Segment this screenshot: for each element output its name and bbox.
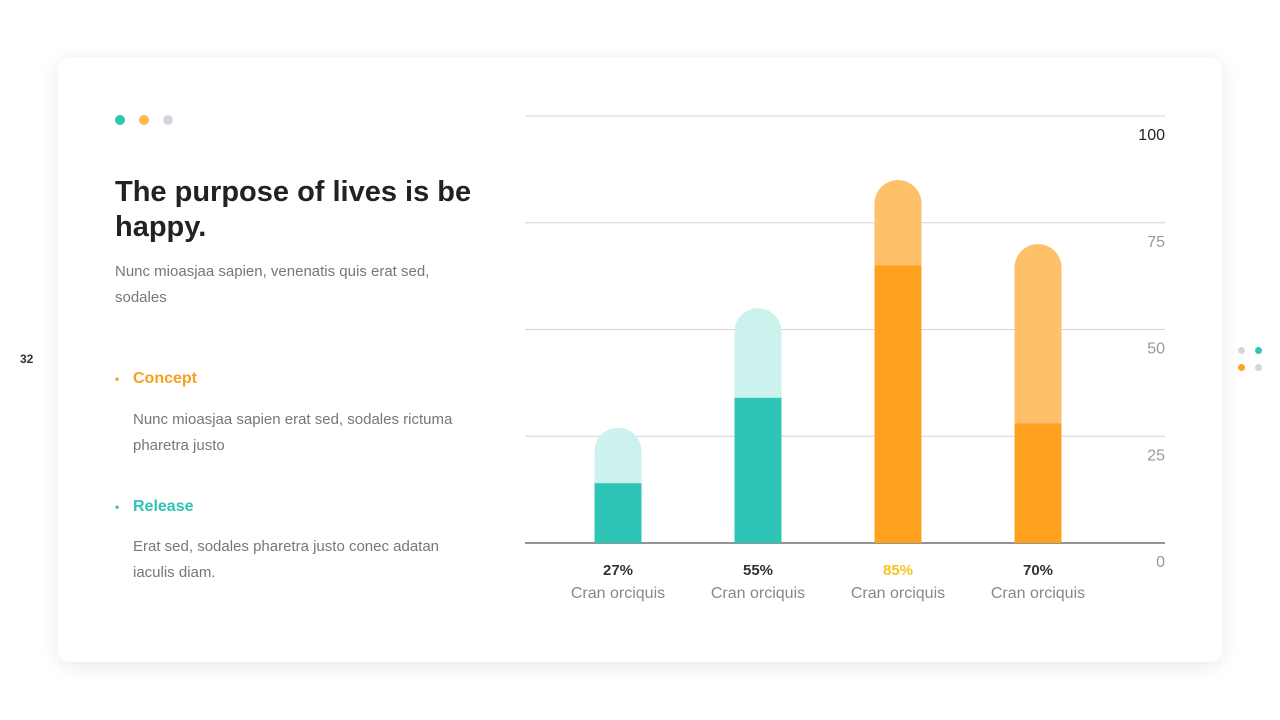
y-tick-label: 0 — [1156, 554, 1165, 571]
bar-inner — [594, 483, 642, 543]
bullet-release-text: Erat sed, sodales pharetra justo conec a… — [133, 538, 440, 581]
y-tick-label: 75 — [1147, 234, 1165, 251]
data-label: 55% — [743, 562, 773, 579]
data-label: 70% — [1023, 562, 1053, 579]
bar-inner — [1014, 423, 1062, 543]
bar-inner — [734, 397, 782, 543]
slide-subtitle: Nunc mioasjaa sapien, venenatis quis era… — [115, 263, 430, 306]
category-label: Cran orciquis — [571, 585, 665, 602]
decorative-dots — [115, 115, 173, 125]
bullet-release-label: Release — [133, 498, 194, 515]
slide-title: The purpose of lives is be happy. — [115, 176, 472, 243]
orange-dot-icon — [139, 115, 149, 125]
y-tick-label: 25 — [1147, 447, 1165, 464]
bullet-dot-icon: • — [115, 372, 120, 386]
page-number: 32 — [20, 352, 34, 366]
side-decorative-dots — [1238, 347, 1268, 377]
bar-inner — [874, 265, 922, 543]
bullet-concept-text: Nunc mioasjaa sapien erat sed, sodales r… — [133, 411, 453, 454]
data-label: 27% — [603, 562, 633, 579]
y-tick-label: 50 — [1147, 341, 1165, 358]
orange-dot-icon — [1238, 364, 1245, 371]
bullet-dot-icon: • — [115, 500, 120, 514]
bullet-concept-label: Concept — [133, 370, 197, 387]
category-label: Cran orciquis — [991, 585, 1085, 602]
gray-dot-icon — [1255, 364, 1262, 371]
category-label: Cran orciquis — [851, 585, 945, 602]
teal-dot-icon — [115, 115, 125, 125]
teal-dot-icon — [1255, 347, 1262, 354]
gray-dot-icon — [163, 115, 173, 125]
y-tick-label: 100 — [1138, 127, 1165, 144]
category-label: Cran orciquis — [711, 585, 805, 602]
gray-dot-icon — [1238, 347, 1245, 354]
data-label: 85% — [883, 562, 913, 579]
